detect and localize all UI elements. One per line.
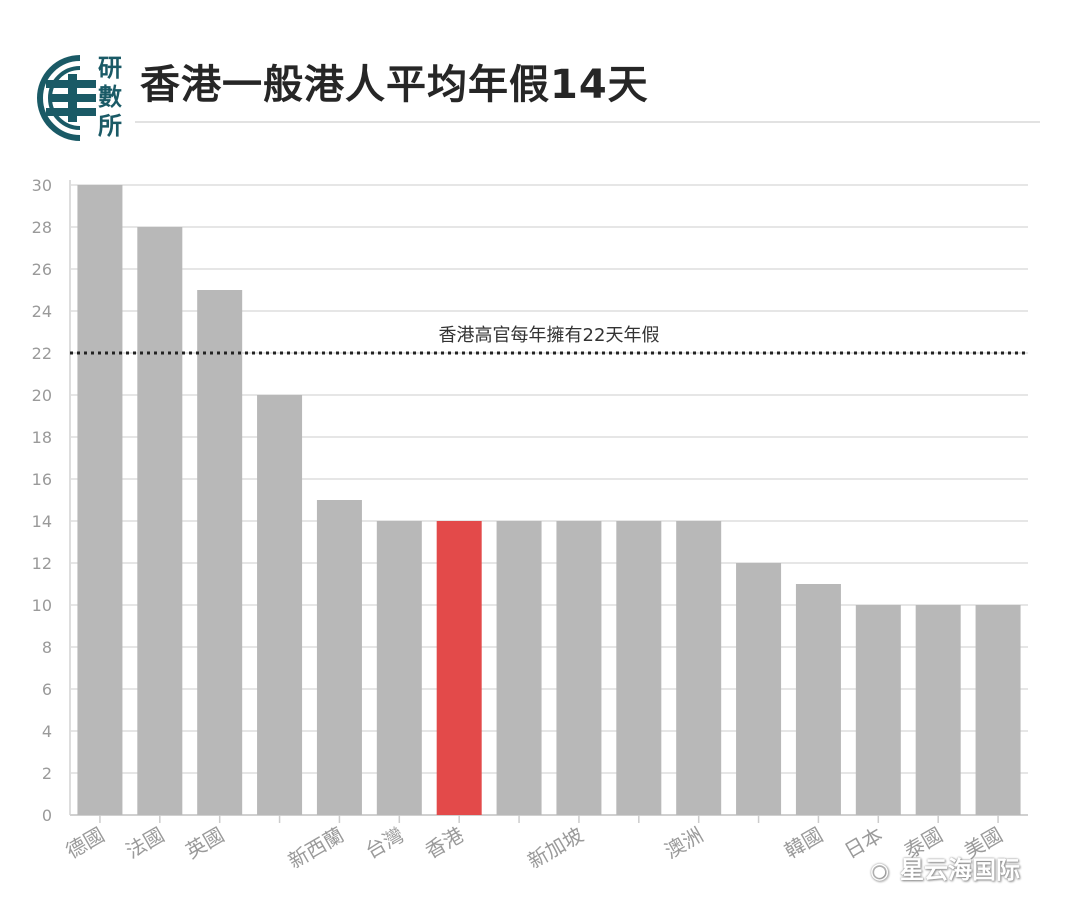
y-tick-label: 14 bbox=[32, 512, 52, 531]
category-label: 香港 bbox=[421, 823, 468, 864]
bar bbox=[197, 290, 243, 815]
y-tick-label: 2 bbox=[42, 764, 52, 783]
y-tick-label: 12 bbox=[32, 554, 52, 573]
y-tick-label: 16 bbox=[32, 470, 52, 489]
category-label: 澳洲 bbox=[661, 823, 708, 864]
watermark-text: 星云海国际 bbox=[900, 856, 1020, 884]
watermark: ◉ 星云海国际 bbox=[870, 850, 1020, 885]
bar bbox=[436, 521, 482, 815]
logo-char: 數 bbox=[98, 83, 122, 111]
logo-char: 研 bbox=[98, 54, 122, 82]
logo-text: 研 數 所 bbox=[98, 54, 132, 141]
y-tick-label: 28 bbox=[32, 218, 52, 237]
y-tick-label: 10 bbox=[32, 596, 52, 615]
bar bbox=[676, 521, 722, 815]
y-tick-label: 18 bbox=[32, 428, 52, 447]
header: 研 數 所 香港一般港人平均年假14天 bbox=[0, 0, 1080, 150]
category-label: 韓國 bbox=[780, 823, 827, 864]
bar bbox=[975, 605, 1021, 815]
logo-icon bbox=[37, 55, 96, 141]
y-tick-label: 4 bbox=[42, 722, 52, 741]
category-label: 新西蘭 bbox=[284, 823, 348, 874]
bar bbox=[795, 584, 841, 815]
y-tick-label: 30 bbox=[32, 176, 52, 195]
category-label: 英國 bbox=[182, 823, 229, 864]
bar bbox=[855, 605, 901, 815]
category-label: 德國 bbox=[62, 823, 109, 864]
wechat-icon: ◉ bbox=[870, 859, 890, 884]
page-title: 香港一般港人平均年假14天 bbox=[140, 62, 649, 108]
bar bbox=[915, 605, 961, 815]
y-tick-label: 24 bbox=[32, 302, 52, 321]
y-tick-label: 6 bbox=[42, 680, 52, 699]
y-tick-label: 8 bbox=[42, 638, 52, 657]
bar bbox=[137, 227, 183, 815]
bar bbox=[496, 521, 542, 815]
bar bbox=[736, 563, 782, 815]
reference-line-label: 香港高官每年擁有22天年假 bbox=[439, 325, 660, 346]
y-tick-label: 26 bbox=[32, 260, 52, 279]
category-label: 台灣 bbox=[361, 823, 408, 864]
bar bbox=[257, 395, 303, 815]
logo-char: 所 bbox=[98, 112, 122, 140]
bar bbox=[616, 521, 662, 815]
title-divider bbox=[135, 121, 1040, 123]
y-tick-label: 0 bbox=[42, 806, 52, 825]
category-label: 新加坡 bbox=[523, 823, 587, 874]
bar bbox=[556, 521, 602, 815]
bar bbox=[77, 185, 123, 815]
category-label: 法國 bbox=[122, 823, 169, 864]
y-tick-label: 20 bbox=[32, 386, 52, 405]
bar bbox=[376, 521, 422, 815]
y-tick-label: 22 bbox=[32, 344, 52, 363]
bar bbox=[316, 500, 362, 815]
